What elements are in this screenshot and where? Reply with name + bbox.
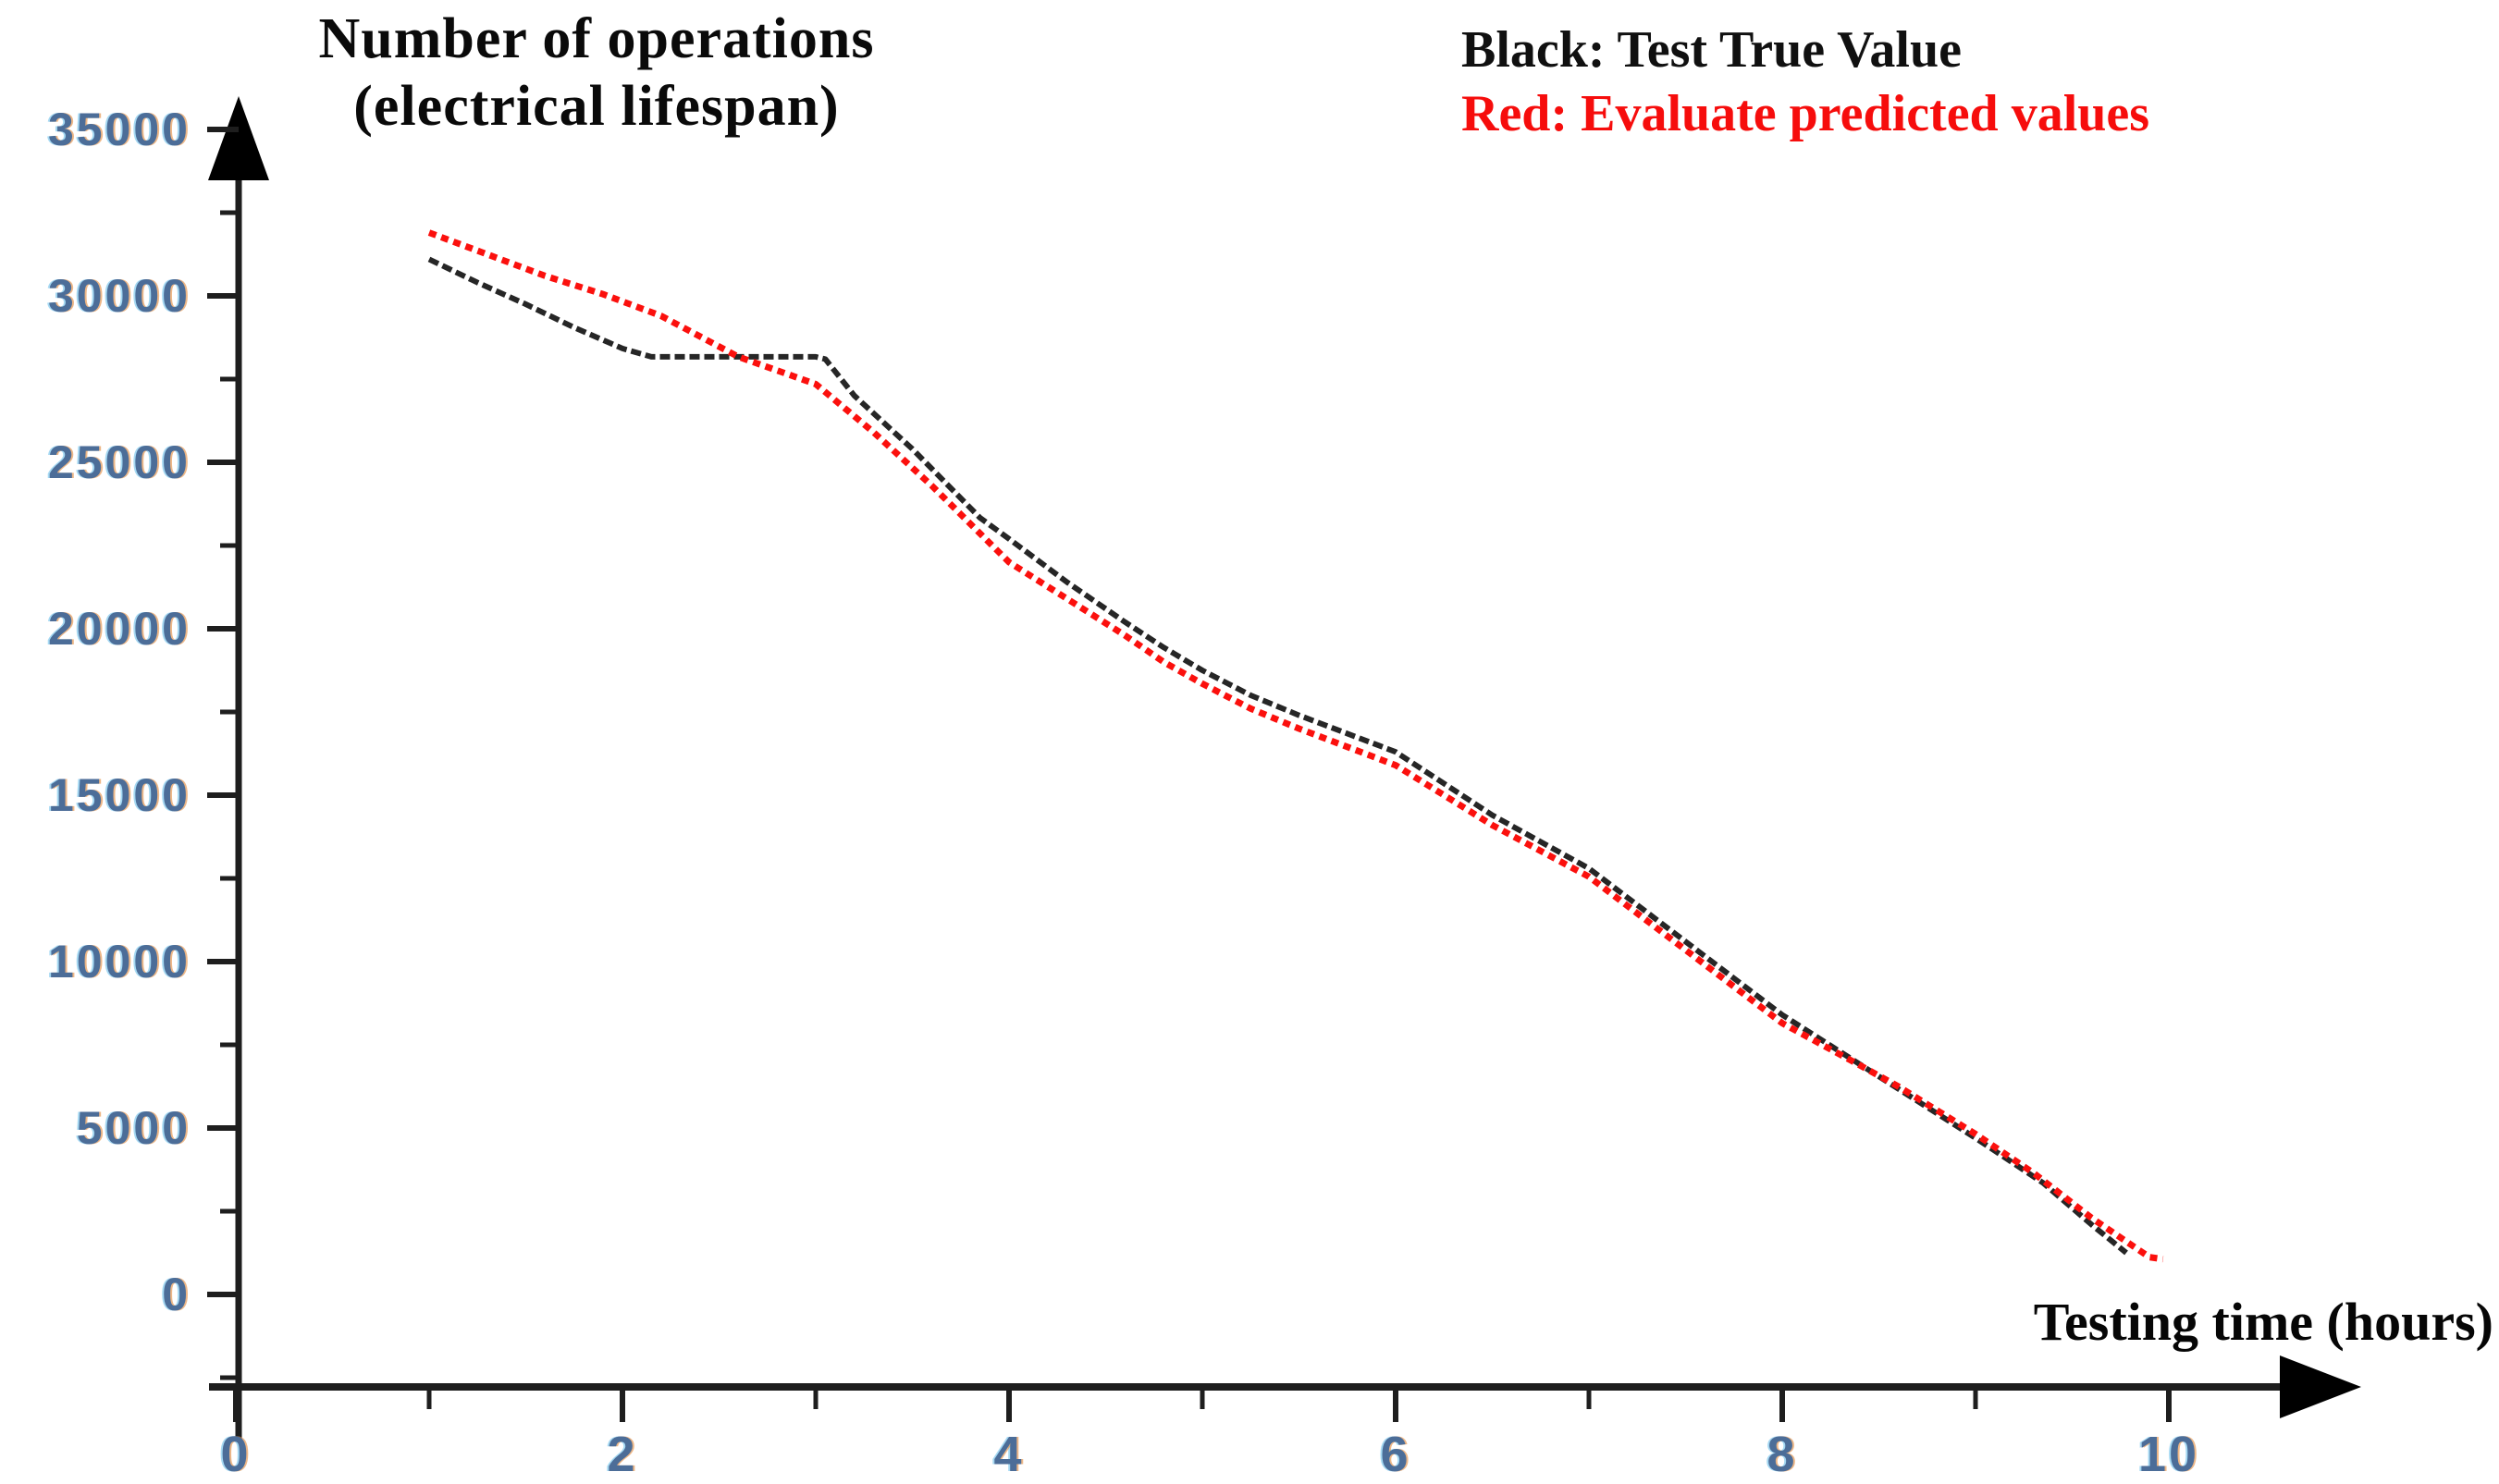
y-tick-label: 10000: [47, 936, 191, 987]
x-tick-label: 0: [220, 1427, 252, 1482]
y-tick-label: 25000: [47, 436, 191, 488]
legend-entry-black: Black: Test True Value: [1461, 21, 1962, 79]
series-layer: [427, 229, 2164, 1263]
y-tick-label: 30000: [47, 270, 191, 322]
y-tick-label: 0: [162, 1269, 191, 1320]
x-tick-label: 8: [1767, 1427, 1798, 1482]
y-tick-label: 5000: [76, 1102, 191, 1154]
y-tick-label: 35000: [47, 104, 191, 155]
x-tick-label: 6: [1380, 1427, 1411, 1482]
axes-layer: [207, 96, 2361, 1439]
legend-entry-red: Red: Evaluate predicted values: [1461, 85, 2150, 142]
chart-title: Number of operations (electrical lifespa…: [213, 6, 980, 141]
y-axis-arrow-icon: [208, 96, 269, 180]
y-tick-label: 20000: [47, 603, 191, 655]
series-line-black: [427, 256, 2128, 1256]
x-tick-label: 4: [993, 1427, 1025, 1482]
x-tick-label: 10: [2137, 1427, 2200, 1482]
x-axis-title: Testing time (hours): [2033, 1292, 2493, 1352]
chart-title-line1: Number of operations: [318, 7, 875, 70]
chart-title-line2: (electrical lifespan): [353, 75, 840, 138]
x-tick-label: 2: [607, 1427, 638, 1482]
y-tick-label: 15000: [47, 769, 191, 821]
legend: Black: Test True Value Red: Evaluate pre…: [1461, 18, 2149, 146]
series-line-red: [427, 229, 2164, 1263]
x-axis-arrow-icon: [2280, 1355, 2361, 1418]
